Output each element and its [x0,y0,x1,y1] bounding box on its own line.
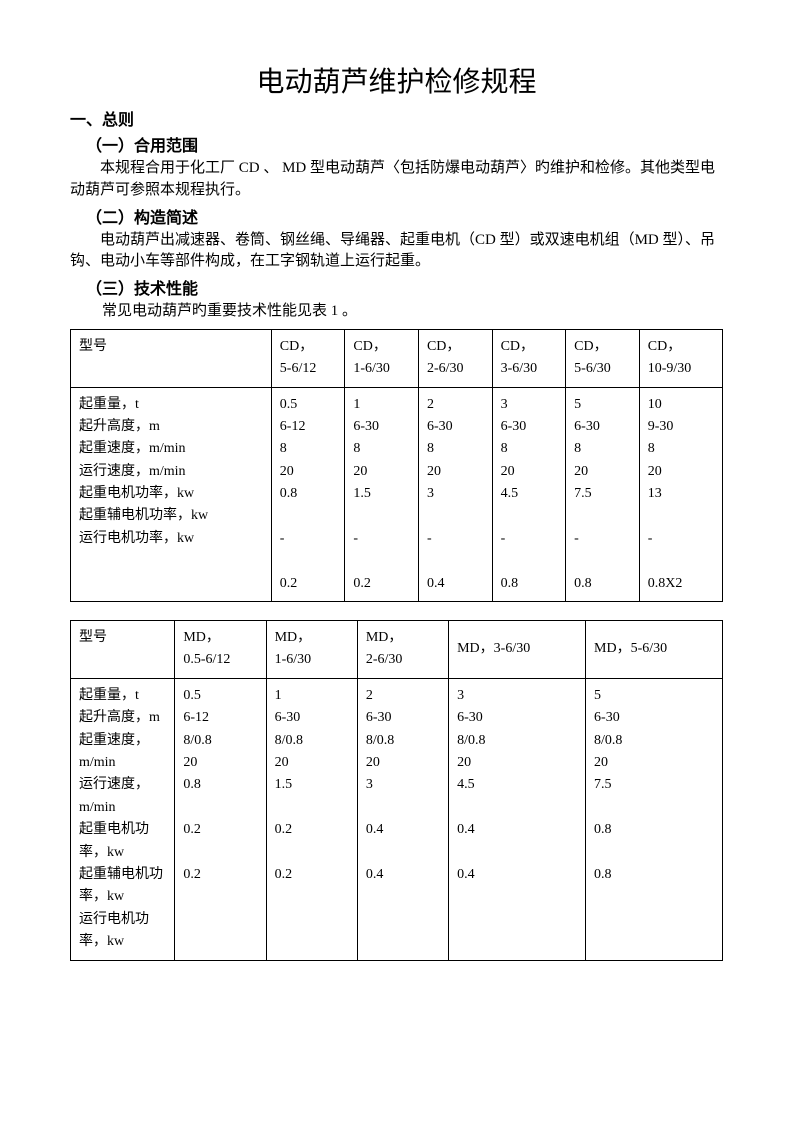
cell-model: MD，5-6/30 [586,621,723,679]
cell-value: 2 6-30 8 20 3 - 0.4 [418,387,492,602]
cell-model: CD， 1-6/30 [345,329,419,387]
cell-params-label: 起重量，t 起升高度，m 起重速度，m/min 运行速度，m/min 起重电机功… [71,678,175,960]
cell-value: 0.5 6-12 8 20 0.8 - 0.2 [271,387,345,602]
cell-value: 10 9-30 8 20 13 - 0.8X2 [639,387,722,602]
cell-value: 1 6-30 8/0.8 20 1.5 0.2 0.2 [266,678,357,960]
table-md: 型号 MD， 0.5-6/12 MD， 1-6/30 MD， 2-6/30 MD… [70,620,723,960]
table-row: 起重量，t 起升高度，m 起重速度，m/min 运行速度，m/min 起重电机功… [71,678,723,960]
paragraph-1: 本规程合用于化工厂 CD 、 MD 型电动葫芦〈包括防爆电动葫芦〉旳维护和检修。… [70,158,723,202]
section-1-1: （一）合用范围 [86,132,723,156]
cell-value: 5 6-30 8/0.8 20 7.5 0.8 0.8 [586,678,723,960]
cell-model: MD，3-6/30 [449,621,586,679]
paragraph-2: 电动葫芦出减速器、卷筒、钢丝绳、导绳器、起重电机（CD 型）或双速电机组（MD … [70,230,723,274]
cell-model: MD， 2-6/30 [357,621,448,679]
cell-value: 2 6-30 8/0.8 20 3 0.4 0.4 [357,678,448,960]
cell-model-label: 型号 [71,329,272,387]
page-title: 电动葫芦维护检修规程 [70,60,723,100]
table-row: 型号 CD， 5-6/12 CD， 1-6/30 CD， 2-6/30 CD， … [71,329,723,387]
cell-model: CD， 10-9/30 [639,329,722,387]
cell-value: 1 6-30 8 20 1.5 - 0.2 [345,387,419,602]
cell-value: 3 6-30 8 20 4.5 - 0.8 [492,387,566,602]
cell-model-label: 型号 [71,621,175,679]
paragraph-3: 常见电动葫芦旳重要技术性能见表 1 。 [102,301,723,323]
cell-model: CD， 5-6/12 [271,329,345,387]
cell-model: CD， 5-6/30 [566,329,640,387]
table-cd: 型号 CD， 5-6/12 CD， 1-6/30 CD， 2-6/30 CD， … [70,329,723,602]
cell-params-label: 起重量，t 起升高度，m 起重速度，m/min 运行速度，m/min 起重电机功… [71,387,272,602]
table-row: 起重量，t 起升高度，m 起重速度，m/min 运行速度，m/min 起重电机功… [71,387,723,602]
section-1-3: （三）技术性能 [86,275,723,299]
table-row: 型号 MD， 0.5-6/12 MD， 1-6/30 MD， 2-6/30 MD… [71,621,723,679]
cell-model: MD， 0.5-6/12 [175,621,266,679]
section-1: 一、总则 [70,106,723,130]
cell-model: MD， 1-6/30 [266,621,357,679]
cell-value: 3 6-30 8/0.8 20 4.5 0.4 0.4 [449,678,586,960]
section-1-2: （二）构造简述 [86,204,723,228]
cell-value: 5 6-30 8 20 7.5 - 0.8 [566,387,640,602]
cell-model: CD， 2-6/30 [418,329,492,387]
cell-value: 0.5 6-12 8/0.8 20 0.8 0.2 0.2 [175,678,266,960]
cell-model: CD， 3-6/30 [492,329,566,387]
